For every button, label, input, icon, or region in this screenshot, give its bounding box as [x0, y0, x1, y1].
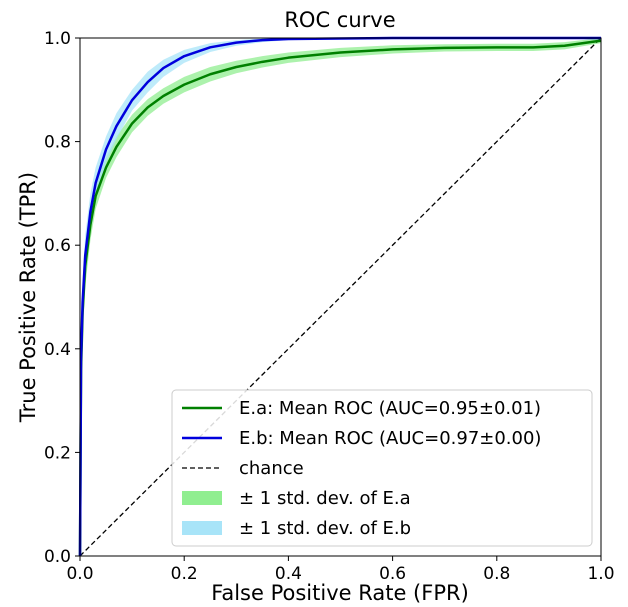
y-tick-label: 0.8 [44, 133, 71, 153]
x-tick-label: 0.0 [66, 564, 93, 584]
y-axis: 0.0 0.2 0.4 0.6 0.8 1.0 [44, 29, 80, 567]
legend-entry-series-2-label: E.b: Mean ROC (AUC=0.97±0.00) [239, 428, 541, 449]
y-tick-label: 1.0 [44, 29, 71, 49]
x-tick-label: 0.8 [483, 564, 510, 584]
chance-line [79, 37, 602, 557]
legend-entry-band-1-swatch [182, 491, 222, 505]
legend-entry-chance-label: chance [239, 458, 304, 479]
y-tick-label: 0.4 [44, 340, 71, 360]
x-axis: 0.0 0.2 0.4 0.6 0.8 1.0 [66, 556, 615, 584]
x-tick-label: 0.2 [171, 564, 198, 584]
y-tick-label: 0.0 [44, 547, 71, 567]
x-tick-label: 1.0 [587, 564, 614, 584]
legend-entry-band-2-swatch [182, 521, 222, 535]
chart-title: ROC curve [284, 8, 395, 32]
x-tick-label: 0.4 [275, 564, 302, 584]
legend: E.a: Mean ROC (AUC=0.95±0.01) E.b: Mean R… [171, 389, 593, 547]
roc-line-series-1 [78, 39, 602, 557]
x-axis-label: False Positive Rate (FPR) [211, 581, 469, 605]
y-tick-label: 0.2 [44, 443, 71, 463]
legend-entry-band-1-label: ± 1 std. dev. of E.a [239, 488, 411, 509]
std-band-series-2 [80, 38, 601, 556]
x-tick-label: 0.6 [379, 564, 406, 584]
legend-entry-series-1-label: E.a: Mean ROC (AUC=0.95±0.01) [239, 398, 541, 419]
legend-entry-band-2-label: ± 1 std. dev. of E.b [239, 518, 411, 539]
legend-frame [171, 389, 593, 547]
plot-frame [79, 37, 602, 557]
y-axis-label: True Positive Rate (TPR) [16, 172, 40, 423]
y-tick-label: 0.6 [44, 236, 71, 256]
